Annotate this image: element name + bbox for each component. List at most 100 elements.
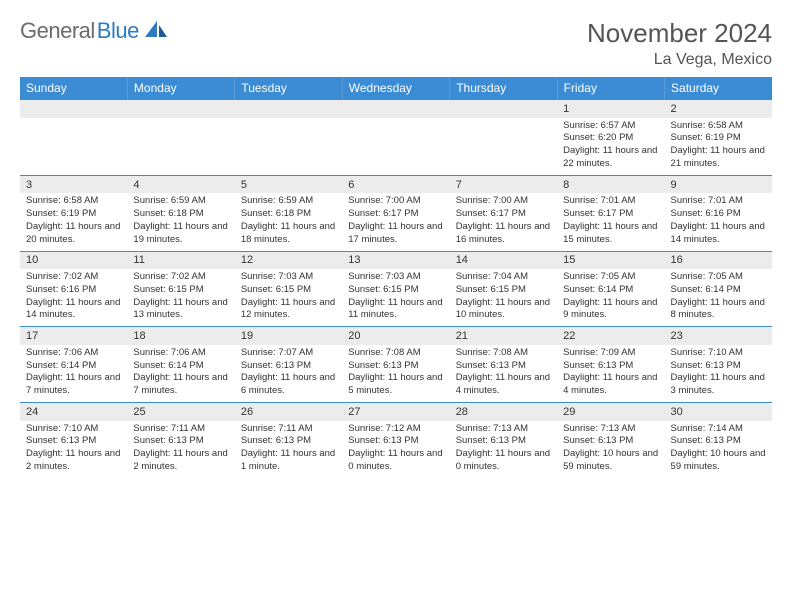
- day-number-cell: 13: [342, 251, 449, 269]
- day-number-cell: 10: [20, 251, 127, 269]
- day-content-cell: [342, 118, 449, 176]
- day-number-cell: 6: [342, 175, 449, 193]
- day-content-cell: [20, 118, 127, 176]
- sunset-text: Sunset: 6:13 PM: [563, 435, 658, 448]
- daylight-text: Daylight: 11 hours and 8 minutes.: [671, 297, 766, 323]
- day-content-cell: Sunrise: 7:06 AMSunset: 6:14 PMDaylight:…: [20, 345, 127, 403]
- daylight-text: Daylight: 11 hours and 6 minutes.: [241, 372, 336, 398]
- daylight-text: Daylight: 11 hours and 11 minutes.: [348, 297, 443, 323]
- sunrise-text: Sunrise: 7:01 AM: [671, 195, 766, 208]
- daylight-text: Daylight: 11 hours and 22 minutes.: [563, 145, 658, 171]
- day-number-cell: [342, 100, 449, 118]
- day-content: Sunrise: 7:05 AMSunset: 6:14 PMDaylight:…: [665, 269, 772, 326]
- daylight-text: Daylight: 11 hours and 13 minutes.: [133, 297, 228, 323]
- day-content-cell: Sunrise: 7:02 AMSunset: 6:15 PMDaylight:…: [127, 269, 234, 327]
- week-content-row: Sunrise: 7:10 AMSunset: 6:13 PMDaylight:…: [20, 421, 772, 478]
- day-content-cell: Sunrise: 7:00 AMSunset: 6:17 PMDaylight:…: [342, 193, 449, 251]
- day-number-cell: [235, 100, 342, 118]
- week-content-row: Sunrise: 7:02 AMSunset: 6:16 PMDaylight:…: [20, 269, 772, 327]
- daylight-text: Daylight: 11 hours and 2 minutes.: [26, 448, 121, 474]
- day-content: Sunrise: 7:13 AMSunset: 6:13 PMDaylight:…: [450, 421, 557, 478]
- daylight-text: Daylight: 11 hours and 12 minutes.: [241, 297, 336, 323]
- day-number-cell: 24: [20, 403, 127, 421]
- daylight-text: Daylight: 11 hours and 3 minutes.: [671, 372, 766, 398]
- day-content-cell: [450, 118, 557, 176]
- sunrise-text: Sunrise: 6:59 AM: [241, 195, 336, 208]
- daylight-text: Daylight: 11 hours and 7 minutes.: [26, 372, 121, 398]
- day-content-cell: Sunrise: 7:11 AMSunset: 6:13 PMDaylight:…: [127, 421, 234, 478]
- sunrise-text: Sunrise: 7:06 AM: [26, 347, 121, 360]
- sunset-text: Sunset: 6:15 PM: [133, 284, 228, 297]
- day-content-cell: Sunrise: 7:02 AMSunset: 6:16 PMDaylight:…: [20, 269, 127, 327]
- location: La Vega, Mexico: [587, 51, 772, 69]
- day-content: Sunrise: 7:07 AMSunset: 6:13 PMDaylight:…: [235, 345, 342, 402]
- week-number-row: 3456789: [20, 175, 772, 193]
- day-content: Sunrise: 7:10 AMSunset: 6:13 PMDaylight:…: [665, 345, 772, 402]
- day-content-cell: Sunrise: 6:58 AMSunset: 6:19 PMDaylight:…: [665, 118, 772, 176]
- day-number-cell: 4: [127, 175, 234, 193]
- week-content-row: Sunrise: 6:58 AMSunset: 6:19 PMDaylight:…: [20, 193, 772, 251]
- day-header: Sunday: [20, 77, 127, 100]
- sunset-text: Sunset: 6:13 PM: [26, 435, 121, 448]
- daylight-text: Daylight: 10 hours and 59 minutes.: [671, 448, 766, 474]
- sunset-text: Sunset: 6:17 PM: [456, 208, 551, 221]
- day-number-cell: 22: [557, 327, 664, 345]
- day-number-cell: 14: [450, 251, 557, 269]
- sunrise-text: Sunrise: 6:59 AM: [133, 195, 228, 208]
- day-number-cell: 12: [235, 251, 342, 269]
- sunrise-text: Sunrise: 7:13 AM: [563, 423, 658, 436]
- sunset-text: Sunset: 6:13 PM: [133, 435, 228, 448]
- sunrise-text: Sunrise: 7:03 AM: [241, 271, 336, 284]
- daylight-text: Daylight: 11 hours and 21 minutes.: [671, 145, 766, 171]
- day-number-cell: 3: [20, 175, 127, 193]
- day-content-cell: Sunrise: 7:05 AMSunset: 6:14 PMDaylight:…: [557, 269, 664, 327]
- day-number-cell: 5: [235, 175, 342, 193]
- logo-sail-icon: [143, 19, 169, 44]
- day-number-cell: 20: [342, 327, 449, 345]
- week-number-row: 12: [20, 100, 772, 118]
- day-content: Sunrise: 7:10 AMSunset: 6:13 PMDaylight:…: [20, 421, 127, 478]
- daylight-text: Daylight: 11 hours and 18 minutes.: [241, 221, 336, 247]
- day-content-cell: Sunrise: 7:03 AMSunset: 6:15 PMDaylight:…: [342, 269, 449, 327]
- daylight-text: Daylight: 11 hours and 19 minutes.: [133, 221, 228, 247]
- sunset-text: Sunset: 6:16 PM: [26, 284, 121, 297]
- day-content: Sunrise: 7:05 AMSunset: 6:14 PMDaylight:…: [557, 269, 664, 326]
- day-header: Thursday: [450, 77, 557, 100]
- day-number-cell: [127, 100, 234, 118]
- sunrise-text: Sunrise: 7:02 AM: [26, 271, 121, 284]
- title-block: November 2024 La Vega, Mexico: [587, 18, 772, 69]
- sunset-text: Sunset: 6:13 PM: [241, 435, 336, 448]
- week-number-row: 17181920212223: [20, 327, 772, 345]
- day-number-cell: [450, 100, 557, 118]
- day-content-cell: Sunrise: 7:06 AMSunset: 6:14 PMDaylight:…: [127, 345, 234, 403]
- sunrise-text: Sunrise: 7:02 AM: [133, 271, 228, 284]
- week-number-row: 10111213141516: [20, 251, 772, 269]
- day-header: Friday: [557, 77, 664, 100]
- daylight-text: Daylight: 11 hours and 10 minutes.: [456, 297, 551, 323]
- day-number-cell: 7: [450, 175, 557, 193]
- day-content-cell: Sunrise: 7:05 AMSunset: 6:14 PMDaylight:…: [665, 269, 772, 327]
- logo-text-2: Blue: [97, 18, 139, 44]
- day-header-row: SundayMondayTuesdayWednesdayThursdayFrid…: [20, 77, 772, 100]
- sunrise-text: Sunrise: 7:11 AM: [133, 423, 228, 436]
- day-number-cell: 21: [450, 327, 557, 345]
- day-content: Sunrise: 7:08 AMSunset: 6:13 PMDaylight:…: [450, 345, 557, 402]
- day-number-cell: 2: [665, 100, 772, 118]
- day-number-cell: 28: [450, 403, 557, 421]
- day-content: Sunrise: 7:12 AMSunset: 6:13 PMDaylight:…: [342, 421, 449, 478]
- day-content-cell: Sunrise: 7:01 AMSunset: 6:17 PMDaylight:…: [557, 193, 664, 251]
- sunset-text: Sunset: 6:13 PM: [456, 360, 551, 373]
- day-content: Sunrise: 7:00 AMSunset: 6:17 PMDaylight:…: [450, 193, 557, 250]
- sunrise-text: Sunrise: 7:11 AM: [241, 423, 336, 436]
- sunset-text: Sunset: 6:13 PM: [456, 435, 551, 448]
- sunrise-text: Sunrise: 7:09 AM: [563, 347, 658, 360]
- sunrise-text: Sunrise: 6:58 AM: [671, 120, 766, 133]
- daylight-text: Daylight: 11 hours and 0 minutes.: [456, 448, 551, 474]
- sunset-text: Sunset: 6:14 PM: [133, 360, 228, 373]
- day-content-cell: Sunrise: 6:57 AMSunset: 6:20 PMDaylight:…: [557, 118, 664, 176]
- day-content-cell: Sunrise: 6:59 AMSunset: 6:18 PMDaylight:…: [235, 193, 342, 251]
- day-number-cell: 23: [665, 327, 772, 345]
- sunset-text: Sunset: 6:17 PM: [348, 208, 443, 221]
- day-content-cell: Sunrise: 7:08 AMSunset: 6:13 PMDaylight:…: [450, 345, 557, 403]
- day-number-cell: 30: [665, 403, 772, 421]
